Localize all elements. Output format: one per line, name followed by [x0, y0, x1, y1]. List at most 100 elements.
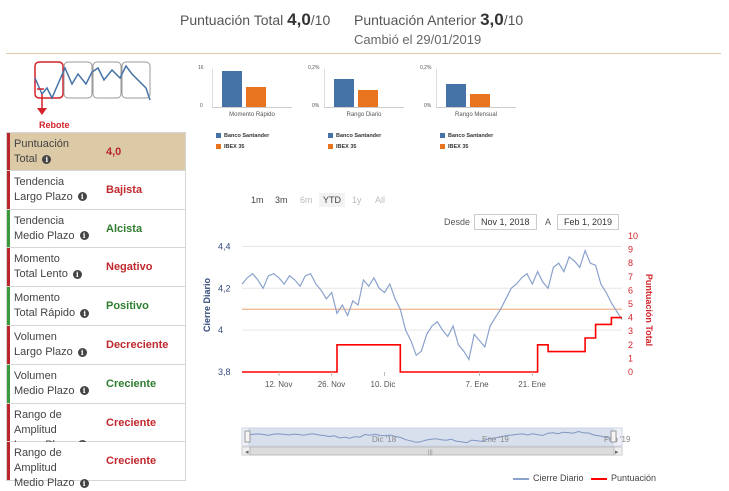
- indicator-row-total: Puntuación Total i 4,0: [6, 132, 186, 171]
- info-icon[interactable]: i: [79, 478, 89, 488]
- navigator-handle-right[interactable]: [610, 430, 617, 443]
- mini-caption: Rango Mensual: [454, 112, 498, 118]
- rebote-chart-icon: [34, 61, 151, 115]
- mini-legend-santander: Banco Santander: [216, 133, 269, 139]
- info-icon[interactable]: i: [42, 154, 52, 164]
- indicator-row: Tendencia Largo Plazo i Bajista: [6, 170, 186, 210]
- navigator-handle-left[interactable]: [244, 430, 251, 443]
- navigator-label: Feb '19: [604, 435, 631, 444]
- scroll-left-icon[interactable]: ◂: [245, 449, 249, 456]
- info-icon[interactable]: i: [79, 231, 89, 241]
- mini-ytop: 0,2%: [420, 65, 432, 71]
- indicator-table: Puntuación Total i 4,0 Tendencia Largo Pla…: [6, 132, 186, 489]
- y-right-tick-label: 9: [628, 245, 633, 255]
- chart-grid: [242, 245, 622, 331]
- indicator-name: Puntuación Total i: [14, 138, 70, 165]
- status-bar: [7, 248, 10, 287]
- changed-date: Cambió el 29/01/2019: [354, 32, 482, 47]
- total-score-suffix: /10: [310, 12, 331, 28]
- y-right-tick-label: 6: [628, 285, 633, 295]
- indicator-name: Tendencia Medio Plazo i: [14, 214, 106, 244]
- indicator-row: Volumen Largo Plazo i Decreciente: [6, 325, 186, 365]
- indicator-value: Creciente: [106, 455, 157, 468]
- x-tick-label: 12. Nov: [265, 380, 293, 389]
- mini-chart-rango-mensual: 0,2% 0% Rango Mensual Banco Santander IB…: [410, 60, 520, 160]
- indicator-row: Momento Total Lento i Negativo: [6, 248, 186, 288]
- header-divider: [6, 53, 721, 54]
- total-score-value: 4,0: [287, 10, 311, 29]
- mini-legend-ibex: IBEX 35: [216, 144, 244, 150]
- date-to-input[interactable]: Feb 1, 2019: [557, 214, 620, 230]
- rebote-label: Rebote: [39, 120, 70, 130]
- indicator-name: Momento Total Rápido i: [14, 291, 106, 321]
- mini-ybot: 0%: [312, 103, 320, 109]
- scroll-grip-icon[interactable]: |||: [428, 450, 433, 456]
- range-all-button[interactable]: All: [375, 195, 386, 205]
- status-bar: [7, 442, 10, 481]
- x-tick-label: 21. Ene: [518, 380, 546, 389]
- navigator-label: Ene '19: [482, 435, 509, 444]
- y-tick-label: 4: [218, 325, 223, 335]
- indicator-value: Negativo: [106, 261, 153, 274]
- info-icon[interactable]: i: [79, 386, 89, 396]
- range-1y-button[interactable]: 1y: [352, 195, 362, 205]
- mini-ytop: 16: [198, 65, 204, 71]
- score-series-line: [242, 316, 622, 373]
- range-6m-button[interactable]: 6m: [300, 195, 313, 205]
- previous-score-suffix: /10: [503, 12, 524, 28]
- info-icon[interactable]: i: [80, 308, 90, 318]
- status-bar: [7, 364, 10, 403]
- mini-legend-santander: Banco Santander: [440, 133, 493, 139]
- mini-legend-ibex: IBEX 35: [440, 144, 468, 150]
- x-axis: 12. Nov 26. Nov 10. Dic 7. Ene 21. Ene: [265, 372, 546, 389]
- legend-price[interactable]: Cierre Diario: [513, 473, 584, 483]
- legend-score[interactable]: Puntuación: [591, 473, 656, 483]
- status-bar: [7, 325, 10, 364]
- y-tick-label: 4,2: [218, 283, 231, 293]
- navigator-selection[interactable]: [248, 428, 614, 446]
- info-icon[interactable]: i: [77, 347, 87, 357]
- range-3m-button[interactable]: 3m: [275, 195, 288, 205]
- status-bar: [7, 403, 10, 442]
- mini-bar-santander: [334, 78, 354, 107]
- indicator-row: Tendencia Medio Plazo i Alcista: [6, 209, 186, 249]
- navigator[interactable]: Dic '18 Ene '19 Feb '19 ◂ ▸ |||: [241, 427, 631, 456]
- indicator-name: Volumen Largo Plazo i: [14, 330, 106, 360]
- mini-ytop: 0,2%: [308, 65, 320, 71]
- info-icon[interactable]: i: [72, 269, 82, 279]
- indicator-value: 4,0: [106, 146, 122, 158]
- x-tick-label: 7. Ene: [466, 380, 490, 389]
- navigator-label: Dic '18: [372, 435, 397, 444]
- mini-bar-ibex: [470, 93, 490, 107]
- indicator-row: Rango de Amplitud Medio Plazo i Creciente: [6, 442, 186, 489]
- price-series-line: [241, 248, 623, 361]
- status-bar: [7, 170, 10, 209]
- indicator-name: Volumen Medio Plazo i: [14, 369, 106, 399]
- y-right-tick-label: 3: [628, 326, 633, 336]
- indicator-row: Momento Total Rápido i Positivo: [6, 287, 186, 326]
- range-1m-button[interactable]: 1m: [251, 195, 264, 205]
- indicator-value: Positivo: [106, 300, 149, 313]
- date-from-label: Desde: [444, 217, 471, 227]
- y-right-tick-label: 8: [628, 258, 633, 268]
- x-tick-label: 26. Nov: [318, 380, 346, 389]
- indicator-value: Alcista: [106, 222, 143, 235]
- mini-bar-santander: [446, 84, 466, 107]
- info-icon[interactable]: i: [77, 192, 87, 202]
- scroll-right-icon[interactable]: ▸: [615, 449, 619, 456]
- mini-caption: Momento Rápido: [229, 112, 275, 118]
- date-from-input[interactable]: Nov 1, 2018: [474, 214, 537, 230]
- mini-caption: Rango Diario: [346, 112, 382, 118]
- y-tick-label: 4,4: [218, 241, 231, 251]
- y-right-tick-label: 0: [628, 367, 633, 377]
- indicator-value: Bajista: [106, 183, 143, 196]
- indicator-row: Volumen Medio Plazo i Creciente: [6, 364, 186, 404]
- mini-bar-ibex: [246, 86, 266, 107]
- mini-bar-ibex: [358, 89, 378, 107]
- range-ytd-button[interactable]: YTD: [319, 193, 345, 207]
- indicator-value: Creciente: [106, 416, 157, 429]
- navigator-scrollbar-thumb[interactable]: [249, 446, 615, 456]
- y-right-tick-label: 5: [628, 299, 633, 309]
